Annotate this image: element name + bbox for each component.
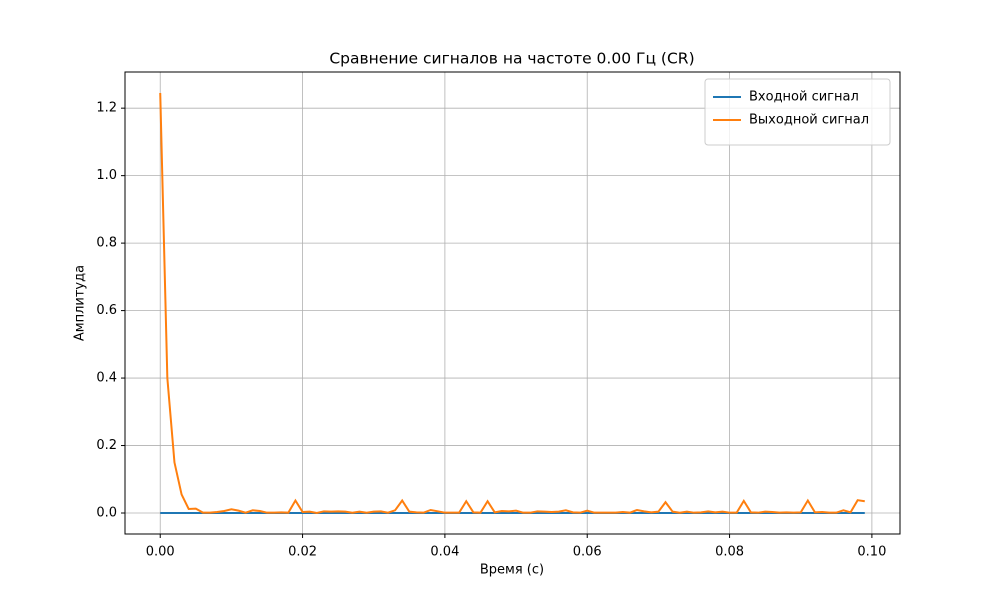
legend: Входной сигнал Выходной сигнал [704,78,891,146]
plot-frame [124,71,901,535]
x-tick-label: 0.00 [146,545,175,560]
x-axis-label: Время (с) [480,563,544,578]
y-tick-label: 0.6 [96,303,117,318]
x-tick-label: 0.06 [573,545,602,560]
y-axis-label: Амплитуда [73,265,88,341]
y-tick-label: 1.0 [96,168,117,183]
line-series [159,92,865,515]
x-tick-label: 0.08 [715,545,744,560]
y-tick-label: 0.8 [96,236,117,251]
legend-box [704,78,891,146]
legend-label: Входной сигнал [749,90,859,105]
chart-title: Сравнение сигналов на частоте 0.00 Гц (C… [329,50,694,68]
y-tick-label: 0.2 [96,438,117,453]
y-tick-label: 1.2 [96,101,117,116]
y-tick-label: 0.4 [96,371,117,386]
x-tick-label: 0.02 [288,545,317,560]
legend-label: Выходной сигнал [749,113,869,128]
x-tick-label: 0.10 [857,545,886,560]
y-tick-label: 0.0 [96,506,117,521]
x-tick-label: 0.04 [430,545,459,560]
